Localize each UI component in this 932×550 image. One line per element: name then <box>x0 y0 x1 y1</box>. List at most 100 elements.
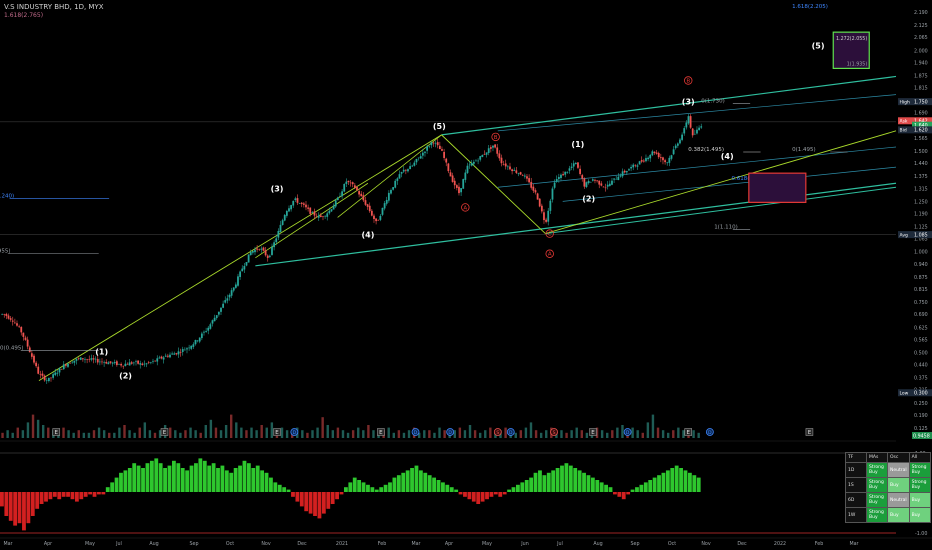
candle-body <box>392 187 395 190</box>
volume-bar <box>92 430 96 438</box>
candle-body <box>45 380 48 382</box>
split-marker[interactable] <box>550 428 558 436</box>
split-marker[interactable] <box>493 428 502 436</box>
candle-body <box>458 186 460 194</box>
candle-body <box>137 360 140 364</box>
candle-body <box>560 174 562 178</box>
candle-body <box>549 200 552 211</box>
macd-bar <box>295 492 300 502</box>
candle-body <box>135 361 137 362</box>
volume-tag: 0.9458 <box>913 434 930 440</box>
candle-body <box>424 151 426 153</box>
earnings-marker[interactable] <box>684 428 692 436</box>
earnings-marker[interactable] <box>160 428 169 436</box>
macd-bar <box>61 492 66 497</box>
earnings-marker-label: E <box>686 430 690 436</box>
candle-body <box>662 157 664 161</box>
volume-bar <box>1 432 4 438</box>
candle-body <box>685 122 688 128</box>
earnings-marker[interactable] <box>589 428 597 436</box>
macd-bar <box>538 470 542 492</box>
candle-body <box>566 171 569 173</box>
volume-bar <box>26 422 30 438</box>
volume-bar <box>433 432 436 438</box>
macd-bar <box>286 489 291 492</box>
earnings-marker[interactable] <box>273 428 281 436</box>
time-tick: 2022 <box>774 541 786 547</box>
candle-body <box>570 166 573 168</box>
macd-bar <box>233 468 238 492</box>
volume-bar <box>31 414 35 438</box>
candle-body <box>693 133 696 135</box>
candle-body <box>409 166 412 170</box>
candle-body <box>251 250 254 253</box>
time-tick: Dec <box>297 541 307 547</box>
candle-body <box>387 192 390 201</box>
candle-body <box>50 377 52 379</box>
volume-bar <box>194 430 197 438</box>
volume-bar <box>108 432 111 438</box>
volume-bar <box>473 430 477 438</box>
macd-bar <box>79 492 84 500</box>
dividend-marker[interactable] <box>411 428 420 436</box>
candle-body <box>400 171 403 174</box>
volume-bar <box>316 427 319 438</box>
dividend-marker[interactable] <box>290 428 299 436</box>
time-axis[interactable]: Mar Apr May Jul Aug Sep Oct Nov Dec 2021 Feb Mar Apr… <box>0 537 932 547</box>
candle-body <box>88 359 91 360</box>
macd-bar <box>476 492 481 504</box>
macd-bar <box>405 470 410 492</box>
volume-bar <box>539 432 543 438</box>
price-tick: 1.375 <box>914 174 928 180</box>
candle-body <box>141 363 144 365</box>
candle-body <box>243 265 246 270</box>
price-tag-label-bg <box>898 117 912 125</box>
abc-marker <box>461 203 470 212</box>
fib-levels: 1.618(1.240) 1(0.955) 0(0.495) 0(1.730) 0.38… <box>0 4 848 351</box>
dividend-marker[interactable] <box>506 428 515 436</box>
candle-body <box>341 191 344 197</box>
macd-bar <box>374 489 379 492</box>
candle-body <box>16 323 18 326</box>
macd-bar <box>392 477 397 492</box>
macd-bar <box>396 475 401 492</box>
volume-bar <box>672 430 675 438</box>
earnings-marker-label: E <box>808 430 812 436</box>
candle-body <box>30 353 33 357</box>
candle-body <box>366 204 369 207</box>
fib-label: 0(0.495) <box>0 345 24 351</box>
volume-bar <box>555 432 558 438</box>
macd-bar <box>427 475 432 492</box>
dividend-marker[interactable] <box>623 428 632 436</box>
candle-body <box>379 215 382 220</box>
abc-marker <box>545 249 554 258</box>
macd-bar <box>348 482 353 492</box>
earnings-marker[interactable] <box>52 428 61 436</box>
signal-mas: Strong Buy <box>866 477 888 493</box>
dividend-marker[interactable] <box>705 428 714 436</box>
candle-body <box>166 355 169 357</box>
abc-marker <box>545 229 554 238</box>
candle-body <box>498 153 501 159</box>
candle-body <box>169 354 171 358</box>
macd-bar <box>282 487 287 492</box>
wave-label: (3) <box>271 184 284 193</box>
dividend-marker[interactable] <box>446 428 455 436</box>
candle-body <box>228 294 231 298</box>
macd-bar <box>626 492 631 495</box>
macd-bar <box>145 463 150 492</box>
earnings-marker[interactable] <box>377 428 385 436</box>
volume-bar <box>392 432 395 438</box>
candle-body <box>640 160 643 162</box>
macd-bar <box>657 475 661 492</box>
macd-bar <box>458 492 463 495</box>
macd-bar <box>229 472 234 492</box>
volume-bar <box>41 425 45 438</box>
volume-bar <box>235 422 238 438</box>
earnings-marker[interactable] <box>805 428 814 436</box>
volume-bar <box>494 432 497 438</box>
candle-body <box>28 347 31 353</box>
macd-bar <box>202 460 207 492</box>
